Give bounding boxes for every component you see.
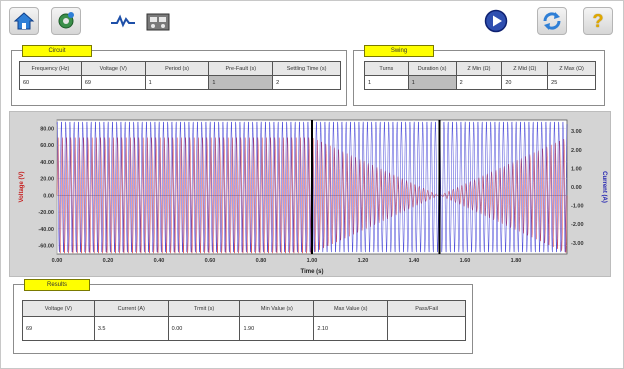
circuit-header-voltage: Voltage (V) xyxy=(80,61,146,76)
x-tick-label: 1.20 xyxy=(358,258,369,264)
y2-tick-label: 1.00 xyxy=(571,166,582,172)
results-header-voltage: Voltage (V) xyxy=(22,300,95,317)
circuit-header-period: Period (s) xyxy=(144,61,210,76)
x-tick-label: 0.80 xyxy=(256,258,267,264)
y2-tick-label: 3.00 xyxy=(571,129,582,135)
x-tick-label: 0.60 xyxy=(205,258,216,264)
settings-button[interactable] xyxy=(51,7,81,35)
results-header-current: Current (A) xyxy=(93,300,169,317)
y2-axis-label: Current (A) xyxy=(601,171,607,203)
settling-time-input[interactable]: 2 xyxy=(272,75,341,90)
settings-gear-icon xyxy=(58,12,74,29)
frequency-input[interactable]: 60 xyxy=(19,75,82,90)
y-tick-label: -20.00 xyxy=(38,210,54,216)
swing-header-zmid: Z Mid (Ω) xyxy=(501,61,549,76)
result-pass-fail-value xyxy=(387,316,466,341)
y-tick-label: -40.00 xyxy=(38,227,54,233)
circuit-group: Circuit Frequency (Hz) Voltage (V) Perio… xyxy=(11,45,347,106)
waveform-icon xyxy=(111,14,135,28)
turns-input[interactable]: 1 xyxy=(364,75,409,90)
y-tick-label: 0.00 xyxy=(43,193,54,199)
swing-header-zmax: Z Max (Ω) xyxy=(547,61,596,76)
result-voltage-value: 69 xyxy=(22,316,95,341)
swing-group: Swing Turns Duration (s) Z Min (Ω) Z Mid… xyxy=(353,45,605,106)
waveform-button[interactable] xyxy=(108,7,138,35)
y2-tick-label: -3.00 xyxy=(571,241,584,247)
circuit-title: Circuit xyxy=(22,45,92,57)
x-tick-label: 1.60 xyxy=(460,258,471,264)
circuit-table: Frequency (Hz) Voltage (V) Period (s) Pr… xyxy=(19,61,341,90)
waveform-plot-panel: 80.00 60.00 40.00 20.00 0.00 -20.00 -40.00 -60.… xyxy=(9,111,611,277)
results-header-min-value: Min Value (s) xyxy=(239,300,315,317)
circuit-header-frequency: Frequency (Hz) xyxy=(19,61,82,76)
x-tick-label: 1.80 xyxy=(511,258,522,264)
y-tick-label: 40.00 xyxy=(40,160,54,166)
circuit-header-prefault: Pre-Fault (s) xyxy=(208,61,274,76)
swing-title: Swing xyxy=(364,45,434,57)
swing-header-turns: Turns xyxy=(364,61,409,76)
help-icon: ? xyxy=(592,10,604,31)
x-tick-label: 0.20 xyxy=(103,258,114,264)
zmid-input[interactable]: 20 xyxy=(501,75,549,90)
run-button[interactable] xyxy=(481,7,511,35)
swing-header-duration: Duration (s) xyxy=(407,61,457,76)
y-tick-label: 80.00 xyxy=(40,126,54,132)
results-title: Results xyxy=(24,279,90,291)
result-min-value: 1.90 xyxy=(239,316,315,341)
zmax-input[interactable]: 25 xyxy=(547,75,596,90)
refresh-button[interactable] xyxy=(537,7,567,35)
test-set-icon xyxy=(146,13,170,31)
x-tick-label: 1.00 xyxy=(307,258,318,264)
results-table: Voltage (V) Current (A) Trmit (s) Min Va… xyxy=(22,300,466,341)
y2-tick-label: -2.00 xyxy=(571,222,584,228)
y2-tick-label: -1.00 xyxy=(571,204,584,210)
zmin-input[interactable]: 2 xyxy=(455,75,503,90)
results-group: Results Voltage (V) Current (A) Trmit (s… xyxy=(13,279,473,354)
period-input[interactable]: 1 xyxy=(144,75,210,90)
y2-tick-label: 0.00 xyxy=(571,185,582,191)
prefault-input: 1 xyxy=(208,75,274,90)
y-tick-label: 60.00 xyxy=(40,143,54,149)
x-tick-label: 0.40 xyxy=(154,258,165,264)
refresh-icon xyxy=(543,12,561,30)
play-icon xyxy=(484,9,508,33)
y2-tick-label: 2.00 xyxy=(571,148,582,154)
result-max-value: 2.10 xyxy=(313,316,389,341)
swing-table: Turns Duration (s) Z Min (Ω) Z Mid (Ω) Z… xyxy=(364,61,596,90)
y-axis-label: Voltage (V) xyxy=(19,172,25,203)
x-axis-label: Time (s) xyxy=(301,269,324,275)
test-set-button[interactable] xyxy=(143,7,173,35)
results-header-max-value: Max Value (s) xyxy=(313,300,389,317)
y-tick-label: 20.00 xyxy=(40,177,54,183)
x-tick-label: 0.00 xyxy=(52,258,63,264)
results-header-trmit: Trmit (s) xyxy=(167,300,241,317)
home-icon xyxy=(13,12,35,30)
help-button[interactable]: ? xyxy=(583,7,613,35)
result-current-value: 3.5 xyxy=(93,316,169,341)
y-tick-label: -60.00 xyxy=(38,244,54,250)
voltage-input[interactable]: 69 xyxy=(80,75,146,90)
results-header-pass-fail: Pass/Fail xyxy=(387,300,466,317)
home-button[interactable] xyxy=(9,7,39,35)
duration-input: 1 xyxy=(407,75,457,90)
swing-header-zmin: Z Min (Ω) xyxy=(455,61,503,76)
x-tick-label: 1.40 xyxy=(409,258,420,264)
result-trmit-value: 0.00 xyxy=(167,316,241,341)
waveform-chart: 80.00 60.00 40.00 20.00 0.00 -20.00 -40.00 -60.… xyxy=(19,119,607,275)
circuit-header-settling: Settling Time (s) xyxy=(272,61,341,76)
